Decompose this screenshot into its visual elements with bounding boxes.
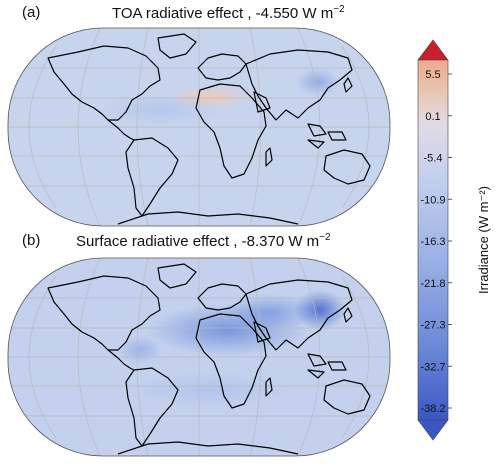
colorbar-tick-label: -38.2 xyxy=(420,403,445,415)
panel-a-title-exp: −2 xyxy=(333,4,345,15)
colorbar-tick-label: -21.8 xyxy=(420,278,445,290)
panel-a-label: (a) xyxy=(22,4,41,21)
colorbar-tick-label: -10.9 xyxy=(420,194,445,206)
colorbar-label: Irradiance (W m⁻²) xyxy=(476,186,491,294)
colorbar: 5.5 0.1 -5.4 -10.9 -16.3 -21.8 -27.3 -32.7 -38.2… xyxy=(417,39,491,441)
panel-b-title-exp: −2 xyxy=(319,232,331,243)
map-b-east-asia-negative xyxy=(294,290,346,330)
colorbar-tick-label: 0.1 xyxy=(425,111,440,123)
map-b-frame xyxy=(7,257,391,457)
colorbar-gradient xyxy=(417,59,449,421)
map-panel-b xyxy=(7,257,391,457)
panel-b-title-text: Surface radiative effect , -8.370 W m xyxy=(76,233,320,250)
panel-a-title: TOA radiative effect , -4.550 W m−2 xyxy=(112,4,345,22)
colorbar-bottom-extend xyxy=(417,419,449,441)
colorbar-ticks: 5.5 0.1 -5.4 -10.9 -16.3 -21.8 -27.3 -32.7 -38.2 xyxy=(420,69,452,415)
colorbar-top-extend xyxy=(417,39,449,61)
map-panel-a xyxy=(7,27,391,227)
panel-b-label: (b) xyxy=(22,232,41,249)
map-a-frame xyxy=(7,27,391,227)
colorbar-tick-label: -27.3 xyxy=(420,320,445,332)
colorbar-tick-label: 5.5 xyxy=(425,69,440,81)
colorbar-tick-label: -16.3 xyxy=(420,236,445,248)
panel-b-title: Surface radiative effect , -8.370 W m−2 xyxy=(76,232,331,250)
panel-a-title-text: TOA radiative effect , -4.550 W m xyxy=(112,5,334,22)
map-a-east-asia-negative xyxy=(296,68,340,96)
colorbar-tick-label: -5.4 xyxy=(424,153,443,165)
colorbar-tick-label: -32.7 xyxy=(420,361,445,373)
